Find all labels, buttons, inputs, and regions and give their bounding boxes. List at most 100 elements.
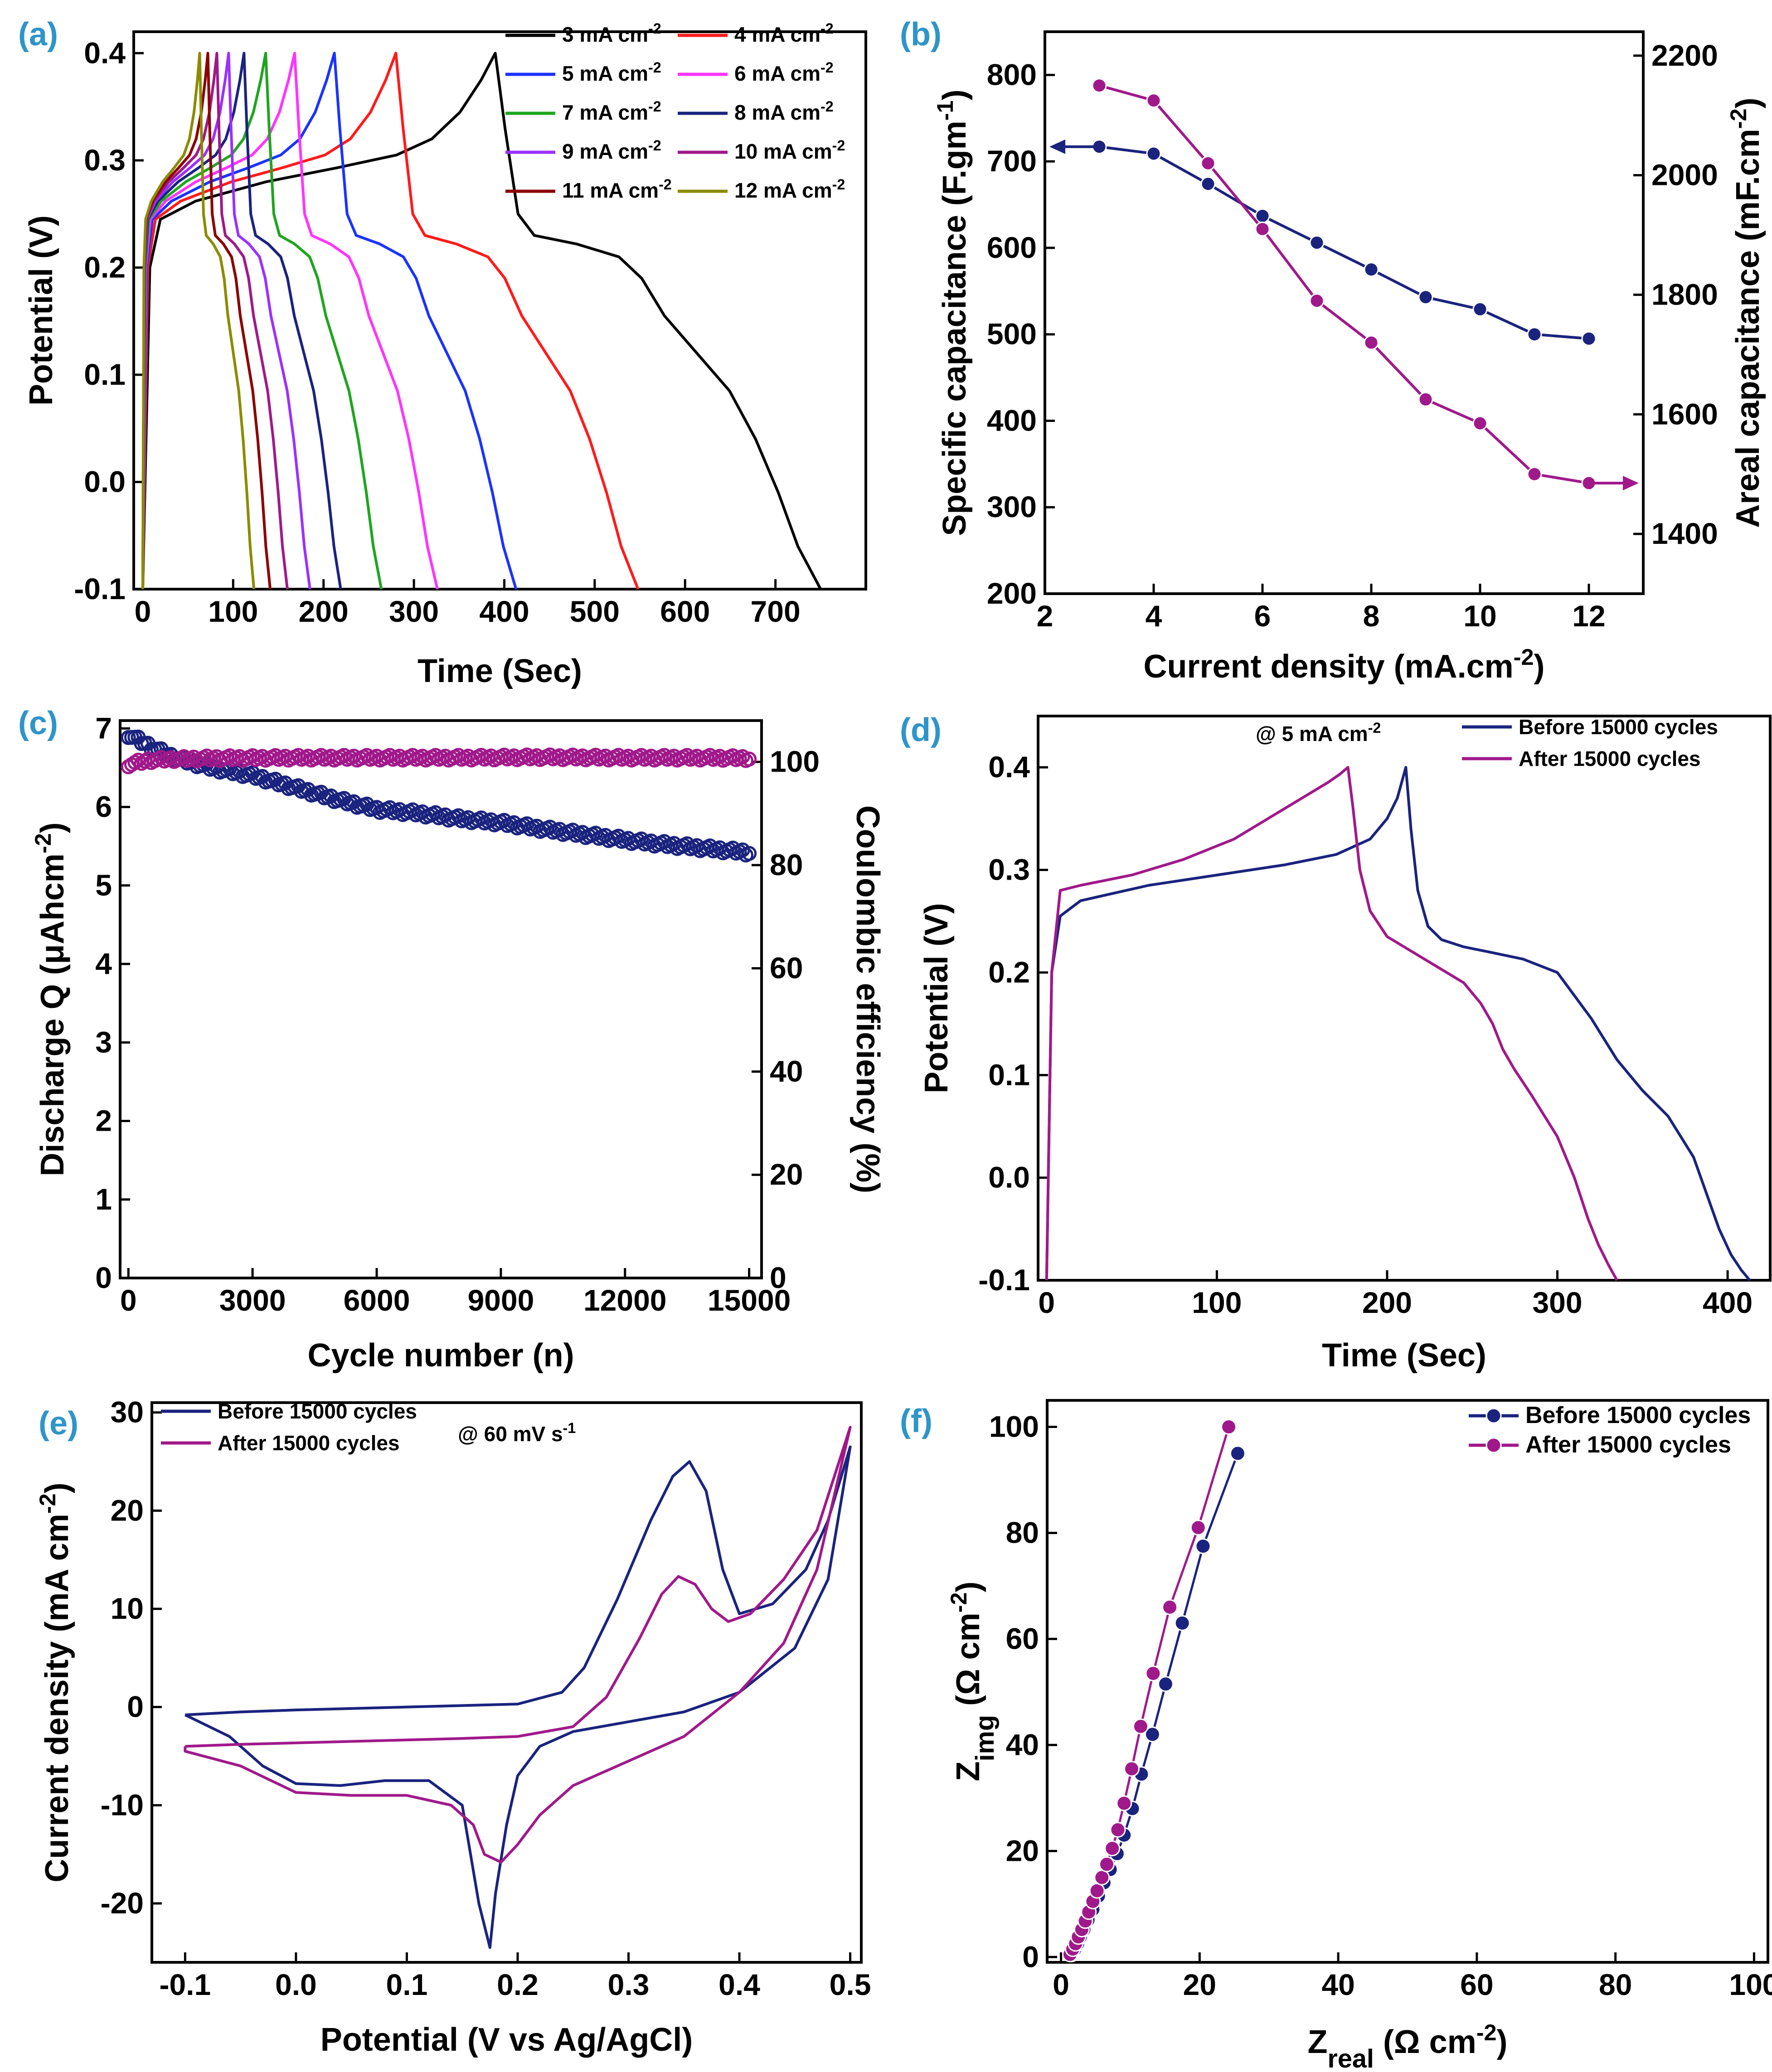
y-tick-label: 0 bbox=[95, 1261, 112, 1294]
x-tick-label: 700 bbox=[751, 595, 801, 628]
panel-label-e: (e) bbox=[39, 1405, 78, 1442]
y-tick-label: 60 bbox=[1006, 1622, 1039, 1655]
y2-tick-label: 2200 bbox=[1651, 39, 1718, 72]
y2-tick-label: 0 bbox=[770, 1261, 786, 1294]
y2-axis-label: Coulombic efficiency (%) bbox=[850, 805, 886, 1193]
x-tick-label: 400 bbox=[1703, 1286, 1753, 1319]
y-tick-label: 800 bbox=[987, 58, 1037, 91]
data-marker bbox=[291, 748, 306, 763]
chart-c: (c)0 3000 6000 9000 12000 1500001234567020406… bbox=[18, 705, 886, 1374]
arrow-head bbox=[1049, 139, 1065, 154]
x-tick-label: 0 bbox=[1053, 1968, 1069, 2001]
legend-label: 11 mA cm-2 bbox=[562, 176, 672, 202]
data-point bbox=[1162, 1599, 1178, 1615]
x-axis-label: Zreal (Ω cm-2) bbox=[1307, 2019, 1507, 2072]
data-point bbox=[1132, 1718, 1149, 1734]
data-point bbox=[1104, 1840, 1121, 1856]
panel-label-a: (a) bbox=[18, 16, 58, 53]
gcd-curve bbox=[1045, 766, 1751, 1281]
x-tick-label: 300 bbox=[1532, 1286, 1582, 1319]
data-marker bbox=[542, 747, 558, 763]
y-tick-label: 3 bbox=[95, 1025, 112, 1059]
data-point bbox=[1089, 1883, 1105, 1899]
data-point bbox=[1157, 1676, 1174, 1692]
x-tick-label: 0.5 bbox=[830, 1968, 871, 2001]
legend-marker bbox=[1486, 1408, 1502, 1424]
x-tick-label: 80 bbox=[1599, 1968, 1632, 2001]
data-marker bbox=[222, 748, 238, 764]
data-point bbox=[1110, 1822, 1126, 1838]
legend-label: 3 mA cm-2 bbox=[562, 20, 661, 46]
y2-tick-label: 1600 bbox=[1651, 397, 1718, 431]
x-tick-label: 2 bbox=[1037, 599, 1053, 633]
y-tick-label: 6 bbox=[95, 790, 112, 823]
gcd-curve bbox=[141, 52, 256, 590]
y-tick-label: 40 bbox=[1006, 1728, 1039, 1761]
x-tick-label: 8 bbox=[1363, 599, 1380, 633]
chart-e: (e) -0.1 0.0 0.1 0.2 0.3 0.4 0.5 -20 -10 0 10 20 30 Po… bbox=[34, 1395, 871, 2058]
gcd-curve bbox=[141, 52, 289, 590]
data-marker bbox=[496, 747, 512, 763]
data-point bbox=[1145, 1665, 1161, 1681]
y-tick-label: 2 bbox=[95, 1104, 112, 1138]
data-marker bbox=[611, 748, 626, 763]
annotation: @ 60 mV s-1 bbox=[458, 1420, 576, 1446]
x-axis-label: Time (Sec) bbox=[418, 653, 582, 689]
y-tick-label: 20 bbox=[1006, 1834, 1039, 1867]
x-tick-label: 400 bbox=[479, 595, 529, 628]
y-axis-label: Zimg (Ω cm-2) bbox=[946, 1582, 1000, 1782]
arrow-head bbox=[1623, 475, 1639, 490]
data-point bbox=[1527, 466, 1542, 482]
data-point bbox=[1581, 331, 1597, 346]
data-point bbox=[1309, 293, 1325, 309]
plot-frame bbox=[1044, 30, 1645, 595]
y-tick-label: 500 bbox=[987, 317, 1037, 351]
data-marker bbox=[359, 748, 374, 763]
x-tick-label: -0.1 bbox=[159, 1968, 211, 2001]
x-axis-label: Cycle number (n) bbox=[307, 1337, 574, 1374]
x-tick-label: 4 bbox=[1146, 599, 1162, 633]
y-tick-label: 0.1 bbox=[84, 358, 126, 391]
data-point bbox=[1229, 1445, 1246, 1462]
plot-frame bbox=[1037, 715, 1772, 1282]
cv-curve bbox=[184, 1445, 852, 1949]
x-tick-label: 100 bbox=[208, 595, 258, 628]
x-tick-label: 0 bbox=[120, 1283, 137, 1317]
data-marker bbox=[656, 748, 672, 763]
data-marker bbox=[702, 748, 718, 763]
panel-label-c: (c) bbox=[18, 705, 58, 741]
plot-frame bbox=[119, 719, 763, 1279]
data-marker bbox=[245, 748, 260, 763]
y-tick-label: 20 bbox=[111, 1493, 144, 1527]
chart-d: (d) 0 100 200 300 400 -0.1 0.0 0.1 0.2 0.3 0.4 Time … bbox=[900, 712, 1772, 1374]
gcd-curve bbox=[141, 52, 383, 590]
data-marker bbox=[382, 748, 398, 763]
y-axis-label: Current density (mA cm-2) bbox=[34, 1482, 76, 1882]
series-line bbox=[1099, 84, 1589, 484]
data-point bbox=[1124, 1761, 1140, 1777]
plot-frame bbox=[150, 1401, 863, 1964]
x-tick-label: 300 bbox=[389, 595, 439, 628]
data-point bbox=[1364, 262, 1379, 277]
x-tick-label: 200 bbox=[1362, 1286, 1412, 1319]
legend-label: After 15000 cycles bbox=[218, 1431, 400, 1455]
panel-label-d: (d) bbox=[900, 712, 942, 748]
data-point bbox=[1418, 290, 1433, 305]
y2-axis-label: Areal capacitance (mF.cm-2) bbox=[1725, 97, 1767, 528]
y-tick-label: 0.2 bbox=[988, 955, 1030, 989]
x-tick-label: 10 bbox=[1463, 599, 1496, 633]
y-tick-label: 0 bbox=[127, 1690, 144, 1723]
y2-tick-label: 60 bbox=[770, 951, 803, 985]
y-tick-label: 4 bbox=[95, 947, 112, 980]
annotation: @ 5 mA cm-2 bbox=[1256, 720, 1381, 746]
legend-label: 8 mA cm-2 bbox=[734, 98, 834, 124]
data-marker bbox=[268, 748, 283, 763]
data-point bbox=[1255, 221, 1270, 237]
x-tick-label: 6000 bbox=[344, 1283, 410, 1317]
x-axis-label: Time (Sec) bbox=[1322, 1337, 1486, 1374]
x-axis-label: Potential (V vs Ag/AgCl) bbox=[320, 2022, 693, 2058]
legend-label: 12 mA cm-2 bbox=[734, 176, 845, 202]
y-tick-label: 0.4 bbox=[988, 750, 1030, 784]
legend-label: Before 15000 cycles bbox=[218, 1399, 417, 1423]
x-tick-label: 0.2 bbox=[497, 1968, 539, 2001]
